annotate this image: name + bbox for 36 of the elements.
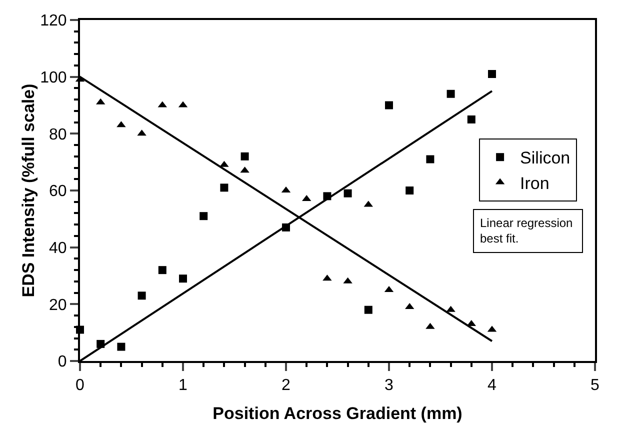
x-tick-label: 3 xyxy=(384,377,394,394)
x-tick-label: 5 xyxy=(590,377,600,394)
point xyxy=(446,90,455,98)
x-tick-label: 1 xyxy=(178,377,188,394)
y-tick-label: 40 xyxy=(49,240,67,257)
legend-label: Silicon xyxy=(520,148,570,168)
x-tick-label: 2 xyxy=(282,377,291,394)
y-tick-label: 120 xyxy=(40,12,67,30)
x-tick-label: 4 xyxy=(488,377,497,394)
annotation: Linear regression best fit. xyxy=(480,216,576,246)
point xyxy=(117,342,126,351)
point xyxy=(158,266,166,274)
point xyxy=(385,101,393,110)
y-tick-label: 0 xyxy=(58,354,67,371)
point xyxy=(364,306,372,314)
y-tick-label: 20 xyxy=(49,296,67,314)
point xyxy=(220,184,228,192)
y-axis-title: EDS Intensity (%full scale) xyxy=(19,84,38,298)
point xyxy=(467,115,476,124)
point xyxy=(240,152,249,160)
point xyxy=(323,192,332,200)
y-tick-label: 80 xyxy=(49,126,67,144)
x-axis-title: Position Across Gradient (mm) xyxy=(212,404,462,423)
point xyxy=(179,274,187,283)
point xyxy=(200,212,208,220)
point xyxy=(96,340,105,348)
point xyxy=(406,186,414,194)
x-tick-label: 0 xyxy=(76,377,85,394)
point xyxy=(488,70,496,78)
y-tick-label: 60 xyxy=(49,183,67,200)
legend-label: Iron xyxy=(520,174,550,193)
point xyxy=(138,292,146,300)
y-tick-label: 100 xyxy=(40,69,67,86)
point xyxy=(426,155,434,164)
point xyxy=(344,189,352,198)
point xyxy=(282,223,290,232)
